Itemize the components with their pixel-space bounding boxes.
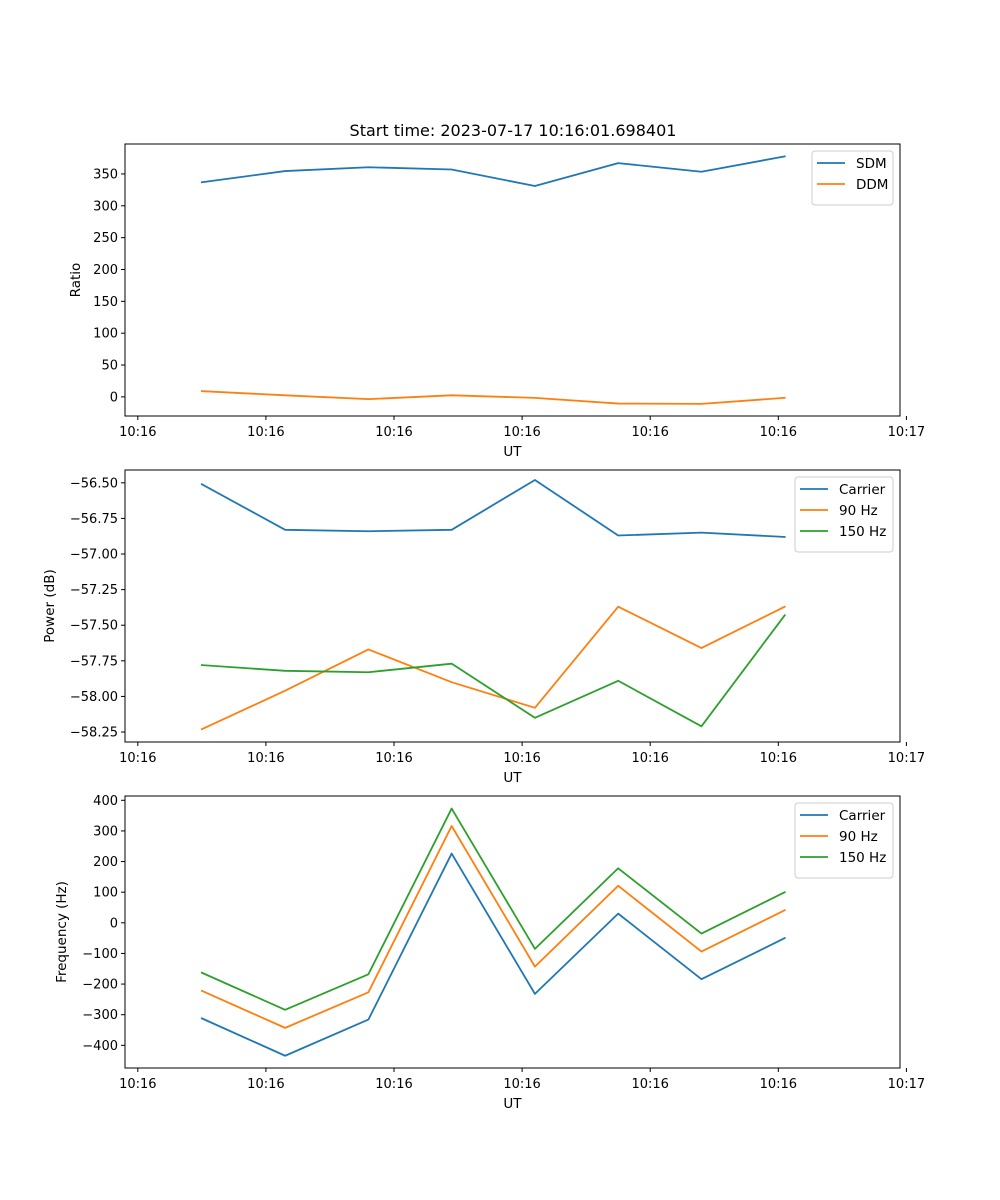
- x-tick-label: 10:16: [119, 751, 156, 766]
- x-tick-label: 10:16: [631, 1077, 668, 1092]
- x-tick-label: 10:16: [760, 1077, 797, 1092]
- x-tick-label: 10:16: [375, 751, 412, 766]
- x-axis-label: UT: [503, 1096, 522, 1112]
- x-tick-label: 10:16: [760, 751, 797, 766]
- y-tick-label: −400: [82, 1039, 118, 1054]
- y-tick-label: −56.50: [70, 476, 118, 491]
- series-line-carrier: [200, 479, 786, 538]
- x-tick-label: 10:16: [247, 425, 284, 440]
- x-tick-label: 10:16: [375, 1077, 412, 1092]
- legend: Carrier 90 Hz 150 Hz: [794, 476, 894, 553]
- axes-frame: [124, 143, 901, 417]
- legend-label: 150 Hz: [839, 524, 886, 540]
- legend-box: [811, 150, 894, 206]
- x-tick-label: 10:16: [503, 1077, 540, 1092]
- legend: Carrier 90 Hz 150 Hz: [794, 802, 894, 879]
- series-line-90-hz: [200, 605, 786, 731]
- x-tick-label: 10:16: [503, 425, 540, 440]
- legend-box: [794, 802, 894, 879]
- series-line-90-hz: [200, 825, 786, 1029]
- legend: SDM DDM: [811, 150, 894, 206]
- y-tick-label: −57.75: [70, 654, 118, 669]
- series-line-carrier: [200, 852, 786, 1057]
- y-tick-label: 100: [93, 327, 118, 342]
- y-tick-label: 200: [93, 855, 118, 870]
- series-line-150-hz: [200, 807, 786, 1011]
- y-tick-label: −58.25: [70, 726, 118, 741]
- panels: 0 50 100 150 200 250 300 350 10:16 10:16 10:16 10:1…: [42, 143, 925, 1112]
- y-tick-label: −57.00: [70, 548, 118, 563]
- y-tick-label: 400: [93, 794, 118, 809]
- x-axis-label: UT: [503, 770, 522, 786]
- y-tick-label: 300: [93, 199, 118, 214]
- y-tick-label: 150: [93, 295, 118, 310]
- y-tick-label: −200: [82, 978, 118, 993]
- y-tick-label: 0: [110, 916, 118, 931]
- y-tick-label: 0: [110, 390, 118, 405]
- y-axis-label: Power (dB): [42, 569, 58, 642]
- y-tick-label: 300: [93, 824, 118, 839]
- chart-panel-3: −400 −300 −200 −100 0 100 200 300 400 10:16 10:16 1…: [54, 794, 925, 1112]
- x-tick-label: 10:17: [888, 1077, 925, 1092]
- y-tick-label: 100: [93, 886, 118, 901]
- legend-label: 90 Hz: [839, 829, 878, 845]
- legend-label: 90 Hz: [839, 503, 878, 519]
- legend-label: DDM: [856, 177, 888, 193]
- x-tick-label: 10:16: [631, 751, 668, 766]
- y-tick-label: −56.75: [70, 512, 118, 527]
- x-tick-label: 10:16: [503, 751, 540, 766]
- legend-label: Carrier: [839, 808, 886, 824]
- y-tick-label: 50: [101, 359, 118, 374]
- y-axis-label: Ratio: [68, 263, 84, 298]
- legend-label: Carrier: [839, 482, 886, 498]
- y-tick-label: 200: [93, 263, 118, 278]
- x-tick-label: 10:16: [247, 1077, 284, 1092]
- legend-box: [794, 476, 894, 553]
- x-tick-label: 10:17: [888, 425, 925, 440]
- x-tick-label: 10:16: [760, 425, 797, 440]
- legend-label: 150 Hz: [839, 850, 886, 866]
- y-tick-label: −58.00: [70, 690, 118, 705]
- y-tick-label: 250: [93, 231, 118, 246]
- x-tick-label: 10:16: [375, 425, 412, 440]
- x-tick-label: 10:17: [888, 751, 925, 766]
- y-tick-label: 350: [93, 167, 118, 182]
- axes-frame: [124, 469, 901, 743]
- x-axis-label: UT: [503, 444, 522, 460]
- series-line-sdm: [200, 155, 786, 187]
- y-tick-label: −57.50: [70, 619, 118, 634]
- chart-panel-1: 0 50 100 150 200 250 300 350 10:16 10:16 10:16 10:1…: [68, 143, 925, 460]
- chart-panel-2: −58.25 −58.00 −57.75 −57.50 −57.25 −57.00 −56.…: [42, 469, 925, 786]
- y-tick-label: −300: [82, 1008, 118, 1023]
- x-tick-label: 10:16: [119, 425, 156, 440]
- y-axis-label: Frequency (Hz): [54, 881, 70, 983]
- series-line-ddm: [200, 390, 786, 405]
- y-tick-label: −57.25: [70, 583, 118, 598]
- figure-title: Start time: 2023-07-17 10:16:01.698401: [350, 121, 677, 140]
- x-tick-label: 10:16: [247, 751, 284, 766]
- x-tick-label: 10:16: [119, 1077, 156, 1092]
- x-tick-label: 10:16: [631, 425, 668, 440]
- legend-label: SDM: [856, 156, 887, 172]
- series-line-150-hz: [200, 614, 786, 728]
- y-tick-label: −100: [82, 947, 118, 962]
- axes-frame: [124, 795, 901, 1069]
